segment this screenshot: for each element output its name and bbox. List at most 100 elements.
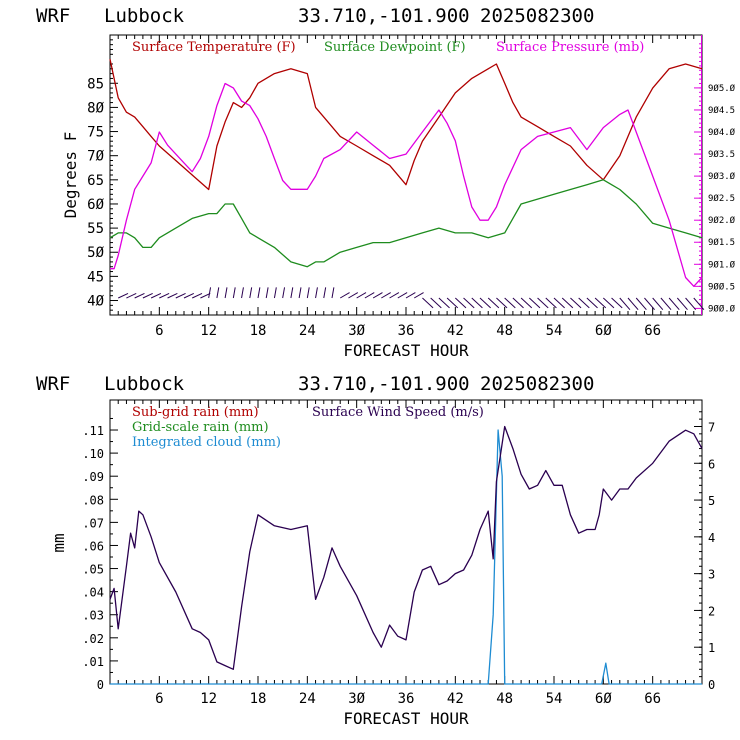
y-tick-label: 55 <box>87 221 104 237</box>
wind-barb <box>487 297 500 309</box>
x-tick-label: 36 <box>398 691 415 707</box>
y-tick-label: .04 <box>82 586 104 600</box>
y-right-tick-label: 9Ø2.Ø <box>708 215 736 226</box>
wind-barb <box>553 297 565 309</box>
bottom-legend: Sub-grid rain (mm) Grid-scale rain (mm) … <box>132 405 484 450</box>
wind-barb <box>635 297 647 311</box>
y-right-tick-label: 9ØØ.Ø <box>708 303 736 314</box>
wind-barb <box>208 287 212 299</box>
bottom-chart: 6 12 18 24 3Ø 36 42 48 54 6Ø 66 0.01.02.03.04.05.0… <box>49 399 715 728</box>
y-tick-label: .08 <box>82 493 104 507</box>
legend-dewpoint: Surface Dewpoint (F) <box>324 40 466 55</box>
wind-barb <box>413 292 424 299</box>
legend-wind-speed: Surface Wind Speed (m/s) <box>312 405 484 420</box>
y-right-tick-label: 9Ø4.Ø <box>708 127 736 138</box>
top-header: WRF Lubbock 33.710,-101.900 2025082300 <box>36 5 594 27</box>
wind-barb <box>241 287 244 299</box>
x-tick-label: 12 <box>200 323 217 339</box>
wind-barb <box>167 292 178 299</box>
wind-barb <box>685 297 697 311</box>
wind-barb <box>389 292 400 299</box>
series-line-3 <box>109 425 703 670</box>
wind-barb <box>323 287 327 299</box>
wind-barb <box>454 297 467 309</box>
x-tick-label: 24 <box>299 691 316 707</box>
wind-barb <box>545 297 557 309</box>
wind-barbs <box>118 287 705 311</box>
y-right-tick-label: 4 <box>708 531 715 545</box>
wind-barb <box>446 297 459 309</box>
y-right-tick-label: 9Ø1.5 <box>708 237 735 248</box>
x-tick-label: 18 <box>250 691 267 707</box>
wind-barb <box>159 292 170 299</box>
wind-barb <box>520 297 533 309</box>
wind-barb <box>150 292 162 299</box>
wind-barb <box>528 297 541 309</box>
x-tick-label: 6 <box>155 691 163 707</box>
wind-barb <box>619 297 631 311</box>
wind-barb <box>273 287 277 299</box>
y-right-tick-label: 7 <box>708 420 715 434</box>
x-tick-label: 18 <box>250 323 267 339</box>
y-right-tick-label: 9ØØ.5 <box>708 281 735 292</box>
y-right-tick-label: 9Ø5.Ø <box>708 83 736 94</box>
wind-barb <box>298 287 302 299</box>
wind-barb <box>463 297 475 309</box>
wind-barb <box>364 292 375 299</box>
x-tick-label: 3Ø <box>348 691 365 707</box>
y-tick-label: 45 <box>87 269 104 285</box>
x-tick-label: 24 <box>299 323 316 339</box>
legend-subgrid-rain: Sub-grid rain (mm) <box>132 405 259 420</box>
y-right-tick-label: 5 <box>708 494 715 508</box>
wind-barb <box>652 297 664 311</box>
top-header-model: WRF <box>36 5 70 27</box>
wind-barb <box>372 292 383 299</box>
y-right-tick-label: 0 <box>708 678 715 692</box>
wind-barb <box>693 297 705 311</box>
wind-barb <box>200 292 211 299</box>
series-line-2 <box>110 82 703 287</box>
wind-barb <box>479 297 491 309</box>
wind-barb <box>676 297 688 311</box>
y-right-tick-label: 6 <box>708 457 715 471</box>
wind-barb <box>405 292 416 299</box>
y-right-tick-label: 9Ø3.Ø <box>708 171 736 182</box>
series-line-2 <box>110 429 702 685</box>
legend-integrated-cloud: Integrated cloud (mm) <box>132 435 281 450</box>
legend-gridscale-rain: Grid-scale rain (mm) <box>132 420 269 435</box>
y-tick-label: 6Ø <box>87 197 104 213</box>
wind-barb <box>216 287 220 299</box>
y-tick-label: 8Ø <box>87 100 104 116</box>
bottom-y-ticks-left: 0 .01 .02 .03 .04 .05 .06 .07 .08 .09 .10 .11 <box>82 417 118 692</box>
bottom-header-station: Lubbock <box>104 373 185 395</box>
top-right-axis-line <box>701 35 702 315</box>
x-tick-label: 6Ø <box>595 691 612 707</box>
wind-barb <box>134 292 145 299</box>
wind-barb <box>397 292 408 299</box>
bottom-header-model: WRF <box>36 373 70 395</box>
y-tick-label: .01 <box>82 655 104 669</box>
wind-barb <box>265 287 269 299</box>
legend-pressure: Surface Pressure (mb) <box>496 40 644 55</box>
bottom-series-lines <box>109 425 703 685</box>
wind-barb <box>496 297 508 309</box>
wind-barb <box>249 287 253 299</box>
wind-barb <box>627 297 639 311</box>
wind-barb <box>381 292 391 299</box>
bottom-x-axis-label: FORECAST HOUR <box>343 709 469 728</box>
wind-barb <box>594 297 607 309</box>
top-header-station: Lubbock <box>104 5 185 27</box>
bottom-x-ticks: 6 12 18 24 3Ø 36 42 48 54 6Ø 66 <box>117 400 695 707</box>
wind-barb <box>306 287 310 299</box>
y-right-tick-label: 9Ø2.5 <box>708 193 735 204</box>
top-x-ticks: 6 12 18 24 3Ø 36 42 48 54 6Ø 66 <box>117 35 695 339</box>
series-line-0 <box>109 58 703 191</box>
y-tick-label: .11 <box>82 424 104 438</box>
bottom-header: WRF Lubbock 33.710,-101.900 2025082300 <box>36 373 594 395</box>
y-tick-label: 4Ø <box>87 294 104 310</box>
wind-barb <box>504 297 516 309</box>
y-right-tick-label: 9Ø4.5 <box>708 105 735 116</box>
wind-barb <box>348 292 359 299</box>
wind-barb <box>331 287 335 299</box>
series-line-1 <box>109 179 703 268</box>
